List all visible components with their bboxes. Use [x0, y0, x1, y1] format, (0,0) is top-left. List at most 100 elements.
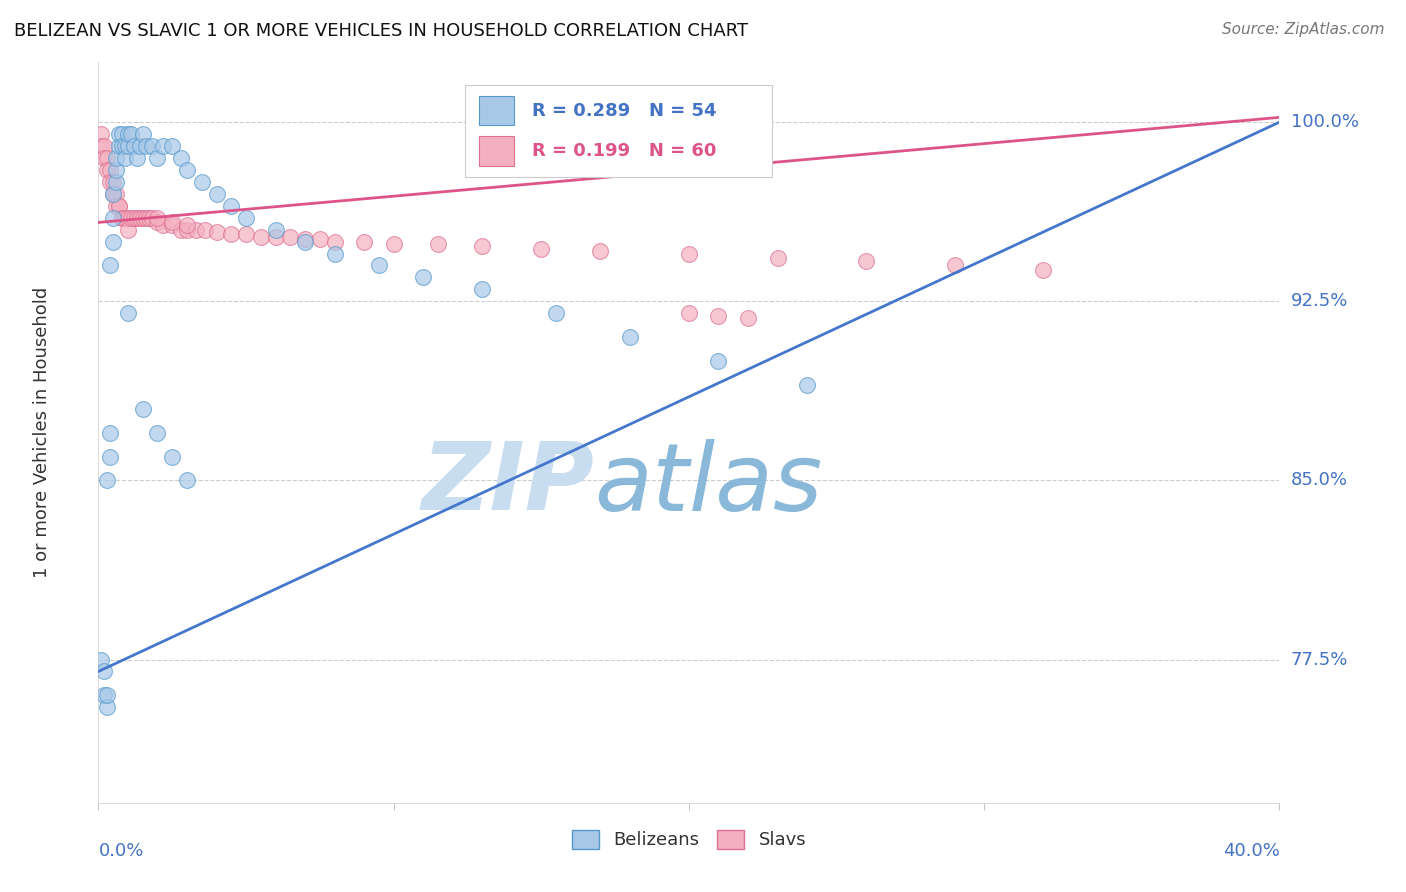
Point	[90, 652, 112, 666]
Point	[108, 199, 131, 213]
Point	[117, 306, 139, 320]
Point	[135, 139, 157, 153]
Point	[108, 199, 131, 213]
Point	[678, 246, 700, 260]
Point	[323, 235, 346, 249]
Point	[105, 162, 128, 177]
Point	[707, 354, 730, 368]
Point	[111, 127, 134, 141]
Point	[128, 139, 150, 153]
Point	[103, 175, 125, 189]
Point	[471, 282, 494, 296]
Point	[103, 211, 125, 225]
Point	[114, 139, 136, 153]
Text: 40.0%: 40.0%	[1223, 842, 1279, 860]
Point	[235, 227, 257, 242]
Point	[412, 270, 434, 285]
Point	[589, 244, 612, 259]
Point	[120, 211, 142, 225]
Point	[205, 186, 228, 201]
Point	[176, 162, 198, 177]
Point	[103, 235, 125, 249]
Point	[96, 151, 118, 165]
Point	[235, 211, 257, 225]
Point	[132, 127, 155, 141]
Point	[619, 330, 641, 344]
Point	[855, 253, 877, 268]
Point	[368, 259, 391, 273]
Point	[294, 235, 316, 249]
Legend: Belizeans, Slavs: Belizeans, Slavs	[564, 823, 814, 856]
Point	[93, 689, 115, 703]
Text: 1 or more Vehicles in Household: 1 or more Vehicles in Household	[32, 287, 51, 578]
Point	[162, 450, 183, 464]
Point	[93, 665, 115, 679]
Point	[96, 700, 118, 714]
Point	[205, 225, 228, 239]
Point	[120, 127, 142, 141]
Point	[250, 229, 273, 244]
Text: 100.0%: 100.0%	[1291, 113, 1358, 131]
Point	[105, 199, 128, 213]
FancyBboxPatch shape	[464, 85, 772, 178]
Point	[146, 211, 169, 225]
Bar	[478, 95, 515, 126]
Point	[108, 127, 131, 141]
Point	[264, 222, 287, 236]
Point	[132, 401, 155, 416]
Point	[170, 151, 193, 165]
Point	[146, 151, 169, 165]
Text: 85.0%: 85.0%	[1291, 471, 1347, 490]
Point	[96, 474, 118, 488]
Point	[191, 175, 214, 189]
Point	[707, 309, 730, 323]
Point	[98, 175, 121, 189]
Point	[176, 474, 198, 488]
Point	[122, 139, 145, 153]
Text: atlas: atlas	[595, 439, 823, 530]
Point	[353, 235, 375, 249]
Point	[796, 377, 818, 392]
Point	[111, 211, 134, 225]
Point	[141, 139, 163, 153]
Text: Source: ZipAtlas.com: Source: ZipAtlas.com	[1222, 22, 1385, 37]
Point	[111, 211, 134, 225]
Point	[135, 211, 157, 225]
Point	[221, 227, 243, 242]
Point	[111, 139, 134, 153]
Point	[105, 151, 128, 165]
Point	[294, 232, 316, 246]
Point	[114, 211, 136, 225]
Point	[96, 162, 118, 177]
Point	[1032, 263, 1054, 277]
Point	[162, 218, 183, 232]
Point	[530, 242, 553, 256]
Point	[141, 211, 163, 225]
Point	[93, 139, 115, 153]
Point	[152, 218, 174, 232]
Point	[194, 222, 217, 236]
Point	[766, 252, 789, 266]
Point	[117, 139, 139, 153]
Point	[471, 239, 494, 253]
Point	[309, 232, 332, 246]
Point	[128, 211, 150, 225]
Point	[184, 222, 207, 236]
Point	[125, 151, 148, 165]
Point	[280, 229, 302, 244]
Text: R = 0.199   N = 60: R = 0.199 N = 60	[531, 143, 716, 161]
Point	[170, 222, 193, 236]
Point	[98, 425, 121, 440]
Text: ZIP: ZIP	[422, 439, 595, 531]
Point	[323, 246, 346, 260]
Point	[146, 215, 169, 229]
Point	[162, 139, 183, 153]
Point	[132, 211, 155, 225]
Point	[546, 306, 568, 320]
Point	[737, 310, 759, 325]
Point	[98, 162, 121, 177]
Point	[122, 211, 145, 225]
Point	[117, 127, 139, 141]
Point	[146, 425, 169, 440]
Point	[943, 259, 966, 273]
